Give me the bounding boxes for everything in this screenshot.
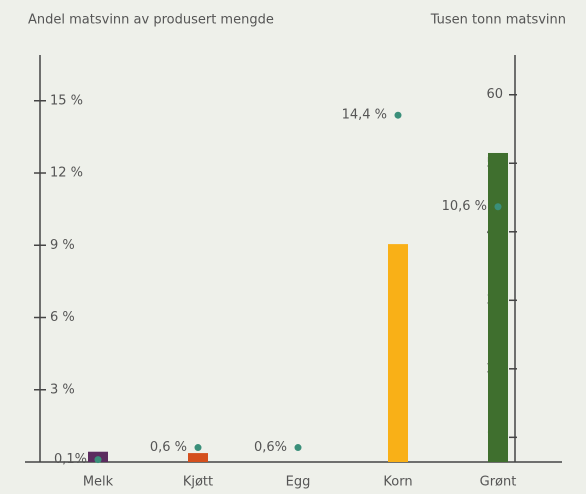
bar — [488, 152, 508, 462]
dot — [494, 203, 502, 211]
x-tick-label: Kjøtt — [183, 475, 213, 490]
x-tick-label: Korn — [383, 475, 412, 490]
data-label: 14,4 % — [342, 108, 387, 123]
y-tick-label: 6 % — [50, 310, 75, 325]
data-label: 0,1% — [54, 452, 87, 467]
y2-tick-label: 60 — [486, 87, 503, 102]
bar — [188, 453, 208, 462]
y-tick-label: 3 % — [50, 382, 75, 397]
data-label: 0,6 % — [150, 440, 187, 455]
dot — [294, 444, 302, 452]
dot — [194, 444, 202, 452]
dot — [94, 456, 102, 464]
y-tick-label: 12 % — [50, 166, 83, 181]
x-tick-label: Grønt — [480, 475, 517, 490]
data-label: 0,6% — [254, 440, 287, 455]
bar — [388, 244, 408, 462]
x-tick-label: Egg — [286, 475, 311, 490]
y-tick-label: 9 % — [50, 238, 75, 253]
dot — [394, 111, 402, 119]
y-axis-title: Andel matsvinn av produsert mengde — [28, 13, 274, 28]
data-label: 10,6 % — [442, 199, 487, 214]
x-tick-label: Melk — [83, 475, 114, 490]
y-tick-label: 15 % — [50, 93, 83, 108]
y2-axis-title: Tusen tonn matsvinn — [430, 13, 566, 28]
